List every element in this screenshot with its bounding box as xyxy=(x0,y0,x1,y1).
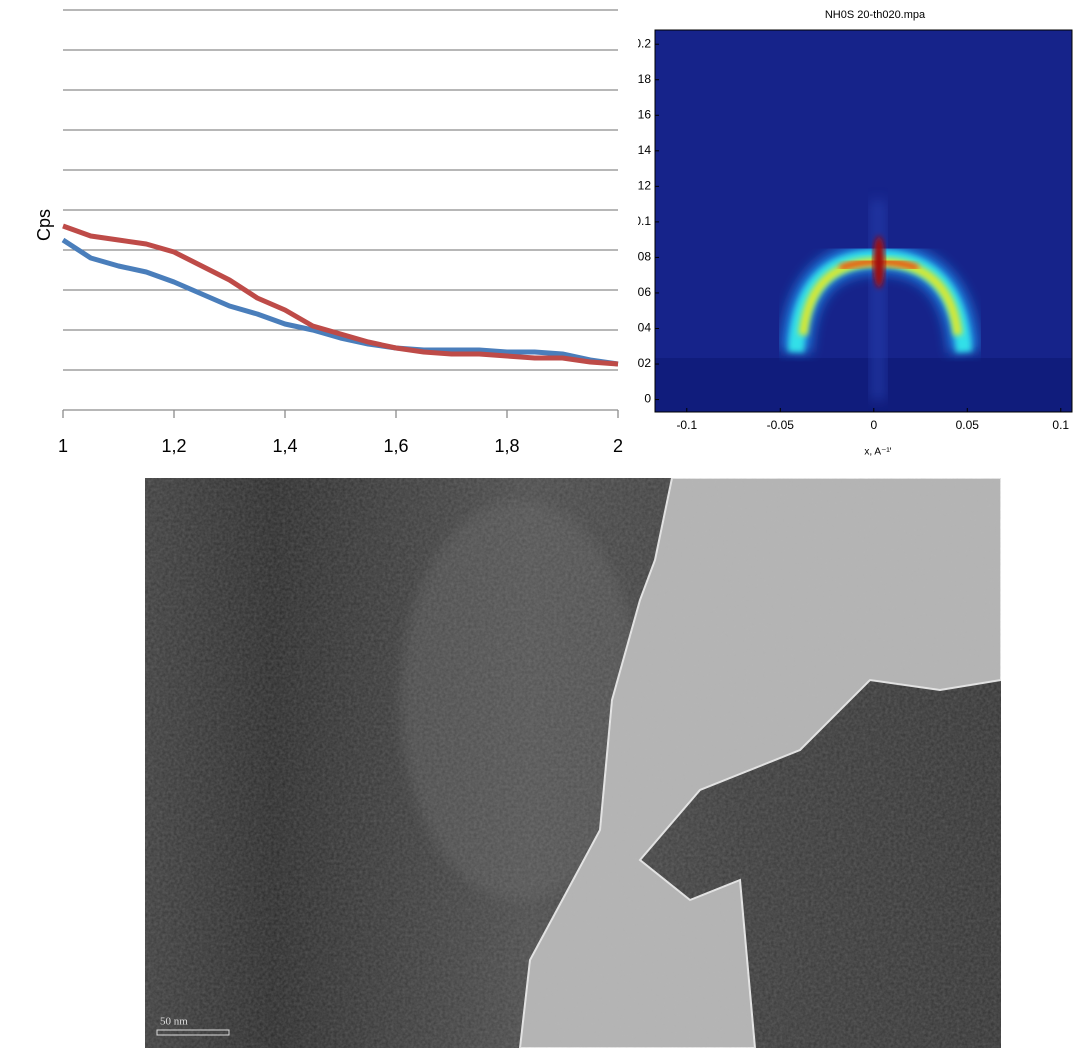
x-tick-label: 1 xyxy=(58,436,68,456)
x-tick-label: 1,2 xyxy=(161,436,186,456)
x-tick-label: 0.1 xyxy=(1052,418,1069,432)
y-tick-label: 0.02 xyxy=(628,356,652,370)
heatmap-frame xyxy=(654,29,1073,413)
y-tick-label: 0.1 xyxy=(634,214,651,228)
y-tick-label: 0.12 xyxy=(628,179,652,193)
y-tick-label: 0.08 xyxy=(628,250,652,264)
heatmap-peak xyxy=(873,236,885,288)
x-tick-label: 2 xyxy=(613,436,623,456)
x-tick-label: 1,4 xyxy=(272,436,297,456)
scale-bar-label: 50 nm xyxy=(160,1016,188,1028)
chart-title: NH0S 20-th020.mpa xyxy=(825,9,926,21)
y-tick-label: 0.14 xyxy=(628,143,652,157)
heatmap-chart: NH0S 20-th020.mpa x, A⁻¹' -0.1 -0.05 0 0.05… xyxy=(628,9,1073,458)
y-tick-label: 0 xyxy=(644,392,651,406)
line-series xyxy=(61,237,619,367)
tem-grain xyxy=(145,478,1001,1048)
x-axis-label: x, A⁻¹' xyxy=(864,447,891,458)
y-tick-label: 0.04 xyxy=(628,321,652,335)
line-series xyxy=(62,223,619,367)
y-axis-label: Cps xyxy=(34,209,54,241)
x-tick-label: 1,6 xyxy=(383,436,408,456)
x-tick-label: -0.1 xyxy=(676,418,697,432)
y-tick-label: 0.2 xyxy=(634,36,651,50)
tem-image: 50 nm xyxy=(145,478,1001,1048)
y-tick-label: 0.16 xyxy=(628,107,652,121)
y-tick-label: 0.06 xyxy=(628,285,652,299)
x-tick-label: 0 xyxy=(870,418,877,432)
line-chart: Cps 1 1,2 1,4 1,6 1,8 2 xyxy=(34,9,623,456)
heatmap-streak xyxy=(870,200,886,400)
x-tick-label: 1,8 xyxy=(494,436,519,456)
y-tick-label: 0.18 xyxy=(628,72,652,86)
x-tick-label: -0.05 xyxy=(767,418,795,432)
heatmap-shadow xyxy=(655,358,1072,412)
heatmap-background xyxy=(655,30,1072,412)
x-tick-label: 0.05 xyxy=(956,418,980,432)
scale-bar xyxy=(156,1029,230,1036)
